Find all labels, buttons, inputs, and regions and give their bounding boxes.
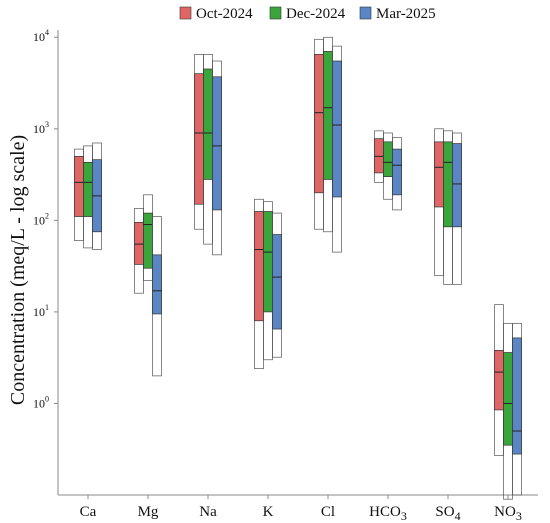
iqr-box [203,68,213,180]
legend-item-mar-2025: Mar-2025 [359,6,436,22]
iqr-box [314,54,324,194]
box-oct-2024 [134,208,144,294]
legend-swatch [179,6,192,20]
iqr-box [143,212,153,269]
iqr-box [494,350,504,411]
y-tick-label: 101 [33,303,49,319]
x-tick-label-k: K [263,504,274,520]
legend-item-oct-2024: Oct-2024 [179,6,253,22]
box-group-mg [134,194,162,377]
box-mar-2025 [212,60,222,256]
y-tick-label: 102 [33,211,49,227]
box-dec-2024 [503,322,513,500]
iqr-box [194,73,204,205]
box-mar-2025 [92,142,102,250]
box-oct-2024 [374,130,384,183]
box-dec-2024 [203,54,213,245]
box-dec-2024 [263,201,273,361]
x-tick-label-no3: NO3 [494,504,522,523]
box-dec-2024 [323,36,333,233]
iqr-box [272,234,282,330]
x-axis-ticks: Ca Mg Na K Cl HCO3 SO4 NO3 [80,495,522,523]
x-tick-label-mg: Mg [138,504,159,520]
box-oct-2024 [434,128,444,276]
box-oct-2024 [494,304,504,456]
iqr-box [212,76,222,211]
legend-label: Mar-2025 [376,6,436,22]
iqr-box [263,211,273,313]
box-mar-2025 [272,212,282,358]
legend-label: Oct-2024 [196,6,253,22]
iqr-box [392,148,402,196]
box-groups [74,36,522,500]
box-dec-2024 [143,194,153,281]
iqr-box [74,156,84,217]
legend-swatch [359,6,372,20]
iqr-box [332,60,342,198]
legend: Oct-2024 Dec-2024 Mar-2025 [179,6,436,22]
box-group-k [254,198,282,369]
box-mar-2025 [392,137,402,211]
iqr-box [134,222,144,265]
box-mar-2025 [452,132,462,285]
plot-axes [57,30,538,496]
box-dec-2024 [383,132,393,200]
iqr-box [374,138,384,174]
box-group-ca [74,142,102,250]
iqr-box [512,337,522,455]
x-tick-label-hco3: HCO3 [369,504,407,523]
y-tick-label: 100 [33,394,49,410]
box-mar-2025 [152,216,162,377]
legend-item-dec-2024: Dec-2024 [269,6,346,22]
x-tick-label-cl: Cl [321,504,335,520]
box-dec-2024 [83,145,93,249]
box-oct-2024 [314,38,324,230]
iqr-box [152,254,162,315]
box-group-so4 [434,128,462,285]
x-tick-label-ca: Ca [80,504,97,520]
box-group-no3 [494,304,522,500]
legend-swatch [269,6,282,20]
x-tick-label-so4: SO4 [435,504,460,523]
iqr-box [383,141,393,178]
box-group-cl [314,36,342,253]
iqr-box [503,352,513,446]
iqr-box [323,51,333,180]
x-tick-label-na: Na [199,504,217,520]
box-oct-2024 [194,54,204,230]
box-dec-2024 [443,130,453,285]
iqr-box [443,141,453,228]
box-group-na [194,54,222,256]
y-axis-label: Concentration (meq/L - log scale) [7,135,29,405]
box-mar-2025 [512,322,522,496]
iqr-box [254,211,264,322]
iqr-box [83,162,93,217]
iqr-box [452,143,462,228]
legend-label: Dec-2024 [286,6,346,22]
box-oct-2024 [74,148,84,242]
iqr-box [434,141,444,208]
y-axis-ticks: 100 101 102 103 104 [33,28,58,410]
y-tick-label: 103 [33,120,49,136]
box-mar-2025 [332,45,342,253]
box-oct-2024 [254,198,264,369]
box-group-hco3 [374,130,402,211]
y-tick-label: 104 [33,28,49,44]
